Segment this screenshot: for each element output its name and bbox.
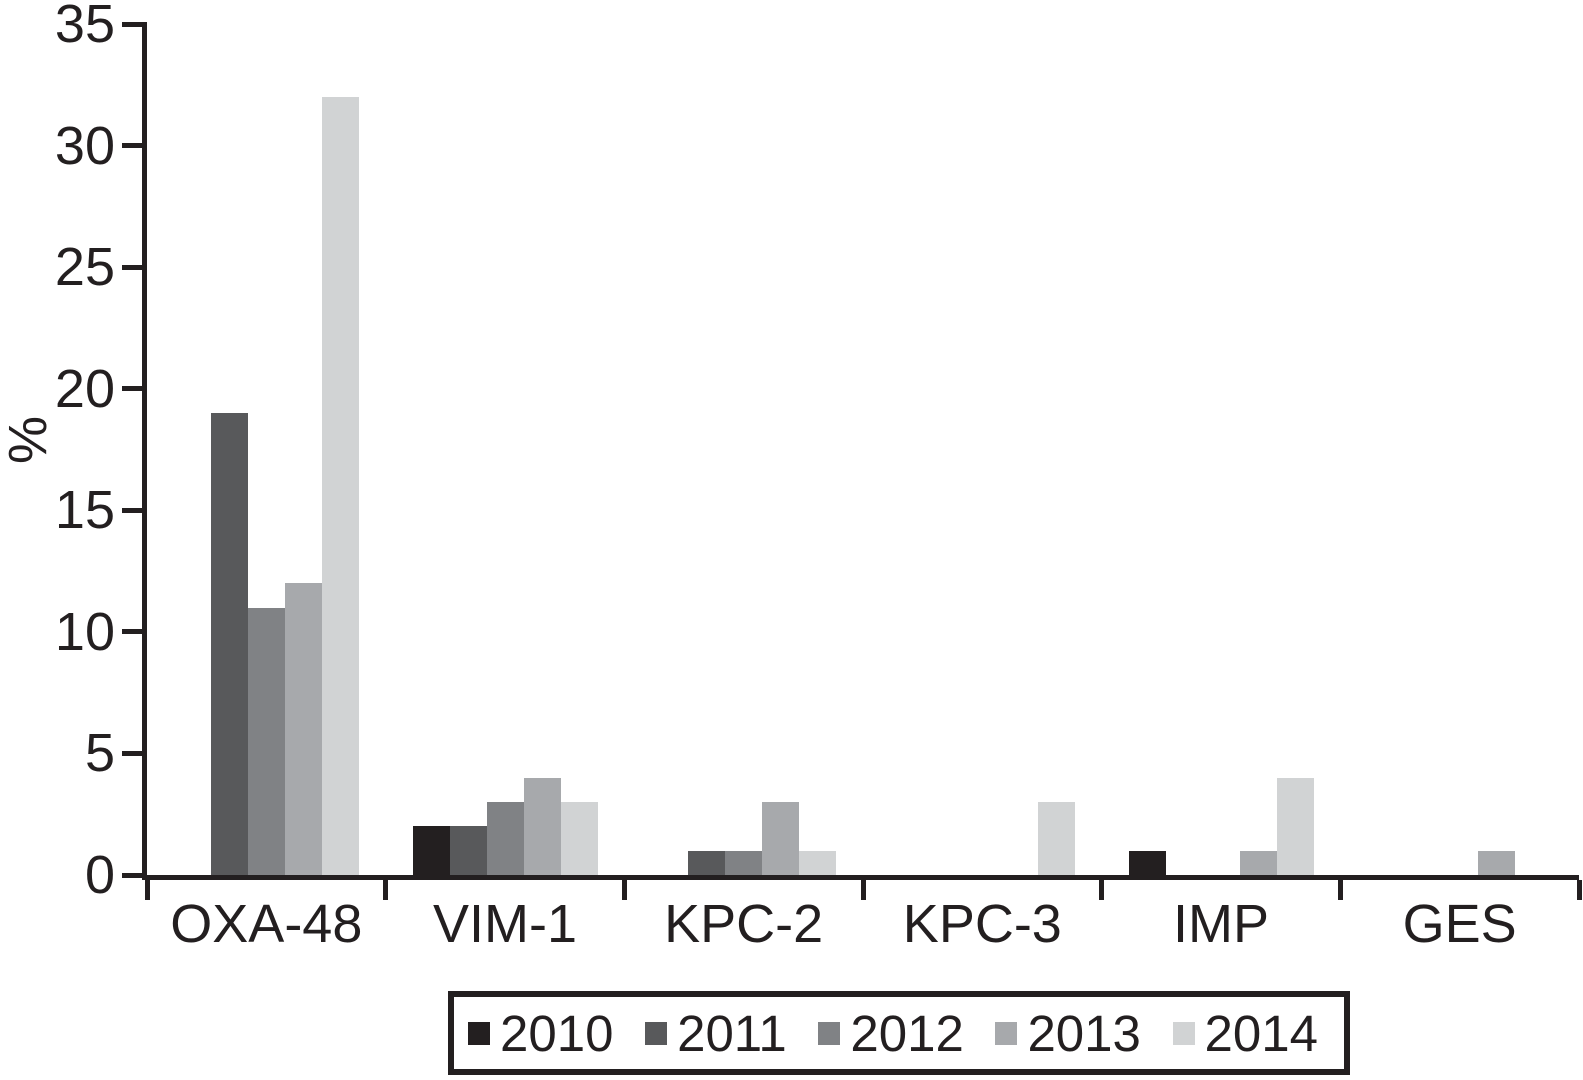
legend-label-2012: 2012	[850, 1004, 964, 1062]
y-tick-label: 20	[54, 358, 115, 419]
legend-item-2013: 2013	[995, 1004, 1141, 1062]
legend-item-2010: 2010	[468, 1008, 613, 1059]
x-tick	[1576, 880, 1582, 900]
y-tick-label: 30	[54, 115, 115, 176]
legend-label-2011: 2011	[677, 1004, 787, 1062]
legend-label-2010: 2010	[500, 1004, 614, 1062]
y-tick	[122, 264, 142, 270]
legend-swatch-2013	[995, 1021, 1018, 1045]
x-tick	[383, 880, 389, 900]
x-tick	[1337, 880, 1343, 900]
x-category-label-ges: GES	[1402, 894, 1517, 954]
bar-2014-KPC-3	[1037, 802, 1075, 875]
x-category-label-kpc-2: KPC-2	[664, 894, 824, 954]
bar-2012-OXA-48	[247, 607, 285, 875]
bar-2013-GES	[1478, 850, 1516, 875]
y-tick-label: 15	[54, 480, 115, 541]
y-tick-label: 35	[54, 0, 115, 54]
bar-2013-IMP	[1239, 850, 1277, 875]
x-category-label-imp: IMP	[1172, 894, 1269, 954]
y-tick	[122, 386, 142, 392]
x-tick	[1099, 880, 1105, 900]
y-tick	[122, 872, 142, 878]
bar-2013-VIM-1	[523, 777, 561, 875]
bar-2014-VIM-1	[560, 802, 598, 875]
bar-2010-IMP	[1128, 850, 1166, 875]
x-axis-line	[142, 875, 1579, 880]
y-axis-title: %	[0, 415, 58, 465]
y-tick	[122, 21, 142, 27]
y-axis-line	[142, 22, 147, 880]
bar-2011-OXA-48	[210, 413, 248, 875]
legend-swatch-2014	[1172, 1021, 1195, 1045]
x-category-label-vim-1: VIM-1	[432, 894, 577, 954]
y-tick	[122, 750, 142, 756]
bar-2010-VIM-1	[412, 826, 450, 875]
legend-swatch-2012	[818, 1021, 841, 1045]
legend-swatch-2011	[645, 1021, 668, 1045]
x-category-label-oxa-48: OXA-48	[170, 894, 363, 954]
y-tick	[122, 629, 142, 635]
y-tick	[122, 507, 142, 513]
bar-2011-VIM-1	[449, 826, 487, 875]
y-tick-label: 5	[84, 723, 115, 784]
bar-2012-VIM-1	[486, 802, 524, 875]
bar-2014-KPC-2	[799, 850, 837, 875]
legend-label-2014: 2014	[1204, 1004, 1318, 1062]
y-tick-label: 25	[54, 237, 115, 298]
x-tick	[144, 880, 150, 900]
y-tick	[122, 143, 142, 149]
legend: 2010 2011 2012 2013 2014	[448, 991, 1350, 1075]
y-tick-label: 0	[84, 845, 115, 905]
legend-swatch-2010	[468, 1021, 490, 1045]
x-category-label-kpc-3: KPC-3	[902, 894, 1062, 954]
legend-item-2014: 2014	[1172, 1004, 1318, 1062]
x-tick	[860, 880, 866, 900]
plot-area: 0 5 10 15 20 25 30 35 OXA-48 VIM-1 KPC-2 KPC-3 IMP GE…	[55, 0, 1582, 951]
legend-label-2013: 2013	[1027, 1004, 1141, 1062]
bar-2013-OXA-48	[284, 583, 322, 875]
bar-2012-KPC-2	[725, 850, 763, 875]
y-tick-label: 10	[54, 601, 115, 662]
bar-2011-KPC-2	[688, 850, 726, 875]
bar-2013-KPC-2	[762, 802, 800, 875]
legend-item-2011: 2011	[645, 1008, 787, 1059]
bar-2014-OXA-48	[321, 96, 359, 875]
bar-2014-IMP	[1276, 777, 1314, 875]
x-tick	[621, 880, 627, 900]
legend-item-2012: 2012	[818, 1004, 964, 1062]
